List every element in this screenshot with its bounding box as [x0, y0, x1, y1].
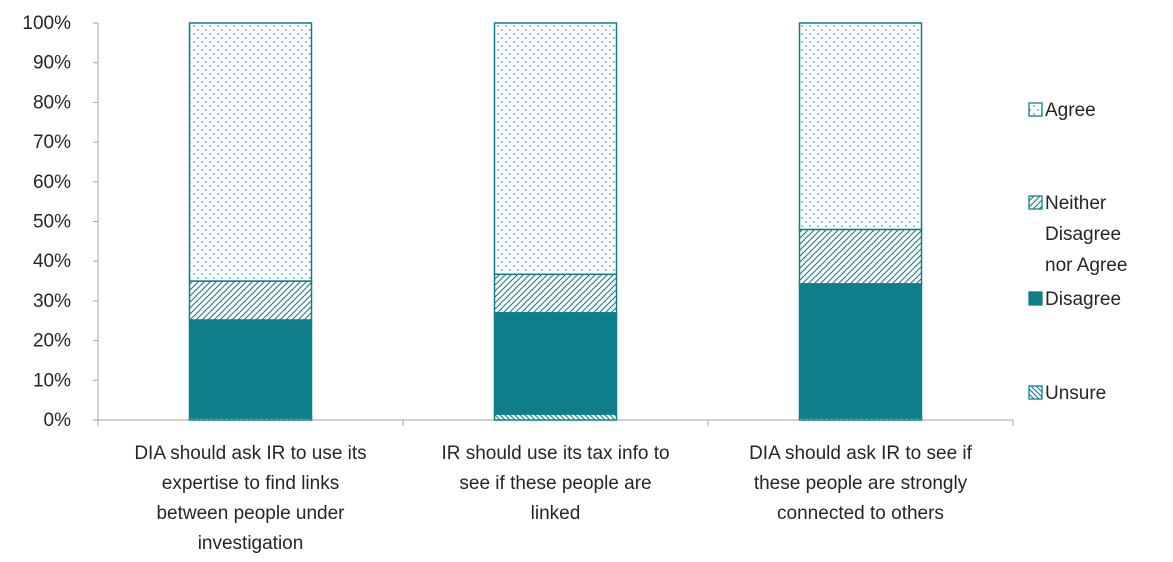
y-tick-label: 30%: [33, 291, 71, 312]
x-category-label: IR should use its tax info to see if thes…: [441, 443, 669, 524]
y-tick-label: 70%: [33, 132, 71, 153]
legend: Agree Neither Disagree nor Agree Disagree Uns…: [1028, 100, 1127, 404]
bar-segment-agree: [493, 22, 618, 276]
y-tick-label: 80%: [33, 92, 71, 113]
legend-label-agree: Agree: [1045, 100, 1096, 121]
legend-label-disagree: Disagree: [1045, 289, 1121, 310]
legend-label-unsure: Unsure: [1045, 383, 1106, 404]
bar-segment-neither-disagree-nor-agree: [493, 273, 618, 314]
bar-segment-unsure: [493, 413, 618, 421]
y-tick-label: 50%: [33, 212, 71, 233]
bar-segment-neither-disagree-nor-agree: [188, 280, 313, 321]
bar-segment-agree: [188, 22, 313, 282]
y-tick-label: 60%: [33, 172, 71, 193]
y-tick-label: 40%: [33, 251, 71, 272]
bar-segment-disagree: [798, 283, 923, 419]
bar-segment-neither-disagree-nor-agree: [798, 228, 923, 285]
y-tick-label: 20%: [33, 331, 71, 352]
y-tick-label: 0%: [44, 410, 72, 431]
bar-segment-agree: [798, 22, 923, 231]
legend-label-neither-disagree-nor-agree: Neither Disagree nor Agree: [1045, 193, 1127, 276]
x-category-label: DIA should ask IR to see if these people …: [749, 443, 973, 524]
legend-swatch-disagree: [1028, 291, 1043, 306]
bars: [188, 22, 923, 421]
bar-segment-disagree: [188, 319, 313, 419]
labels: DIA should ask IR to use its expertise to…: [134, 443, 972, 554]
y-tick-label: 90%: [33, 53, 71, 74]
axes: 0% 10% 20% 30% 40% 50% 60% 70% 80% 90% 100%: [22, 13, 1014, 431]
legend-swatch-unsure: [1028, 385, 1043, 400]
y-tick-label: 10%: [33, 370, 71, 391]
y-tick-label: 100%: [22, 13, 71, 34]
x-category-label: DIA should ask IR to use its expertise to…: [134, 443, 366, 554]
legend-swatch-agree: [1028, 102, 1043, 117]
legend-swatch-neither-disagree-nor-agree: [1028, 195, 1043, 210]
bar-segment-disagree: [493, 312, 618, 415]
